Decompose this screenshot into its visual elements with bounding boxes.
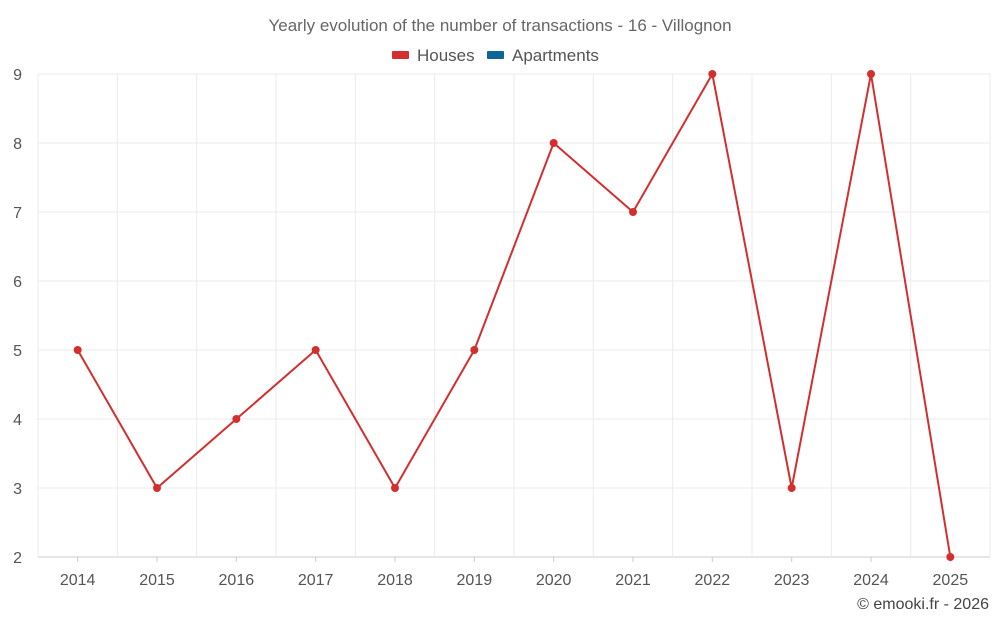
x-tick-label-2022: 2022 — [695, 572, 731, 589]
y-tick-label-4: 4 — [13, 412, 22, 429]
gridlines — [37, 73, 991, 558]
x-tick-label-2014: 2014 — [60, 572, 96, 589]
y-tick-label-6: 6 — [13, 274, 22, 291]
x-tick-label-2020: 2020 — [536, 572, 572, 589]
series-layer — [73, 70, 955, 561]
series-line-houses — [76, 73, 952, 558]
legend-swatch-houses — [392, 51, 409, 59]
y-tick-label-3: 3 — [13, 481, 22, 498]
data-point-houses-2022[interactable] — [708, 70, 717, 78]
x-tick-label-2018: 2018 — [377, 572, 413, 589]
data-point-houses-2018[interactable] — [391, 484, 399, 492]
legend-swatch-apartments — [487, 51, 504, 59]
x-tick-label-2015: 2015 — [139, 572, 175, 589]
data-point-houses-2015[interactable] — [153, 484, 161, 492]
x-tick-label-2025: 2025 — [933, 572, 969, 589]
data-point-houses-2014[interactable] — [73, 346, 82, 354]
data-point-houses-2017[interactable] — [311, 346, 320, 354]
data-point-houses-2023[interactable] — [787, 484, 796, 492]
x-tick-label-2024: 2024 — [853, 572, 889, 589]
data-point-houses-2020[interactable] — [549, 139, 558, 147]
data-point-houses-2019[interactable] — [470, 346, 479, 354]
credit-text: © emooki.fr - 2026 — [857, 596, 989, 613]
y-tick-label-9: 9 — [13, 67, 22, 84]
legend-label-houses: Houses — [417, 46, 475, 65]
legend-label-apartments: Apartments — [512, 46, 599, 65]
y-tick-label-7: 7 — [13, 205, 22, 222]
x-tick-label-2019: 2019 — [457, 572, 493, 589]
legend-item-apartments[interactable]: Apartments — [487, 46, 599, 65]
legend-item-houses[interactable]: Houses — [392, 46, 475, 65]
x-tick-label-2023: 2023 — [774, 572, 810, 589]
y-tick-label-8: 8 — [13, 136, 22, 153]
chart-title: Yearly evolution of the number of transa… — [268, 16, 731, 35]
x-tick-label-2017: 2017 — [298, 572, 334, 589]
y-tick-label-5: 5 — [13, 343, 22, 360]
data-point-houses-2024[interactable] — [867, 70, 875, 78]
x-axis: 2014 2015 2016 2017 2018 2019 2020 2021 2022 2023… — [60, 557, 968, 589]
legend: Houses Apartments — [392, 46, 599, 65]
data-point-houses-2021[interactable] — [629, 208, 637, 216]
data-point-houses-2016[interactable] — [232, 415, 241, 423]
x-tick-label-2016: 2016 — [219, 572, 255, 589]
data-point-houses-2025[interactable] — [946, 553, 955, 561]
y-axis: 2 3 4 5 6 7 8 9 — [13, 67, 22, 567]
y-tick-label-2: 2 — [13, 550, 22, 567]
x-tick-label-2021: 2021 — [615, 572, 651, 589]
